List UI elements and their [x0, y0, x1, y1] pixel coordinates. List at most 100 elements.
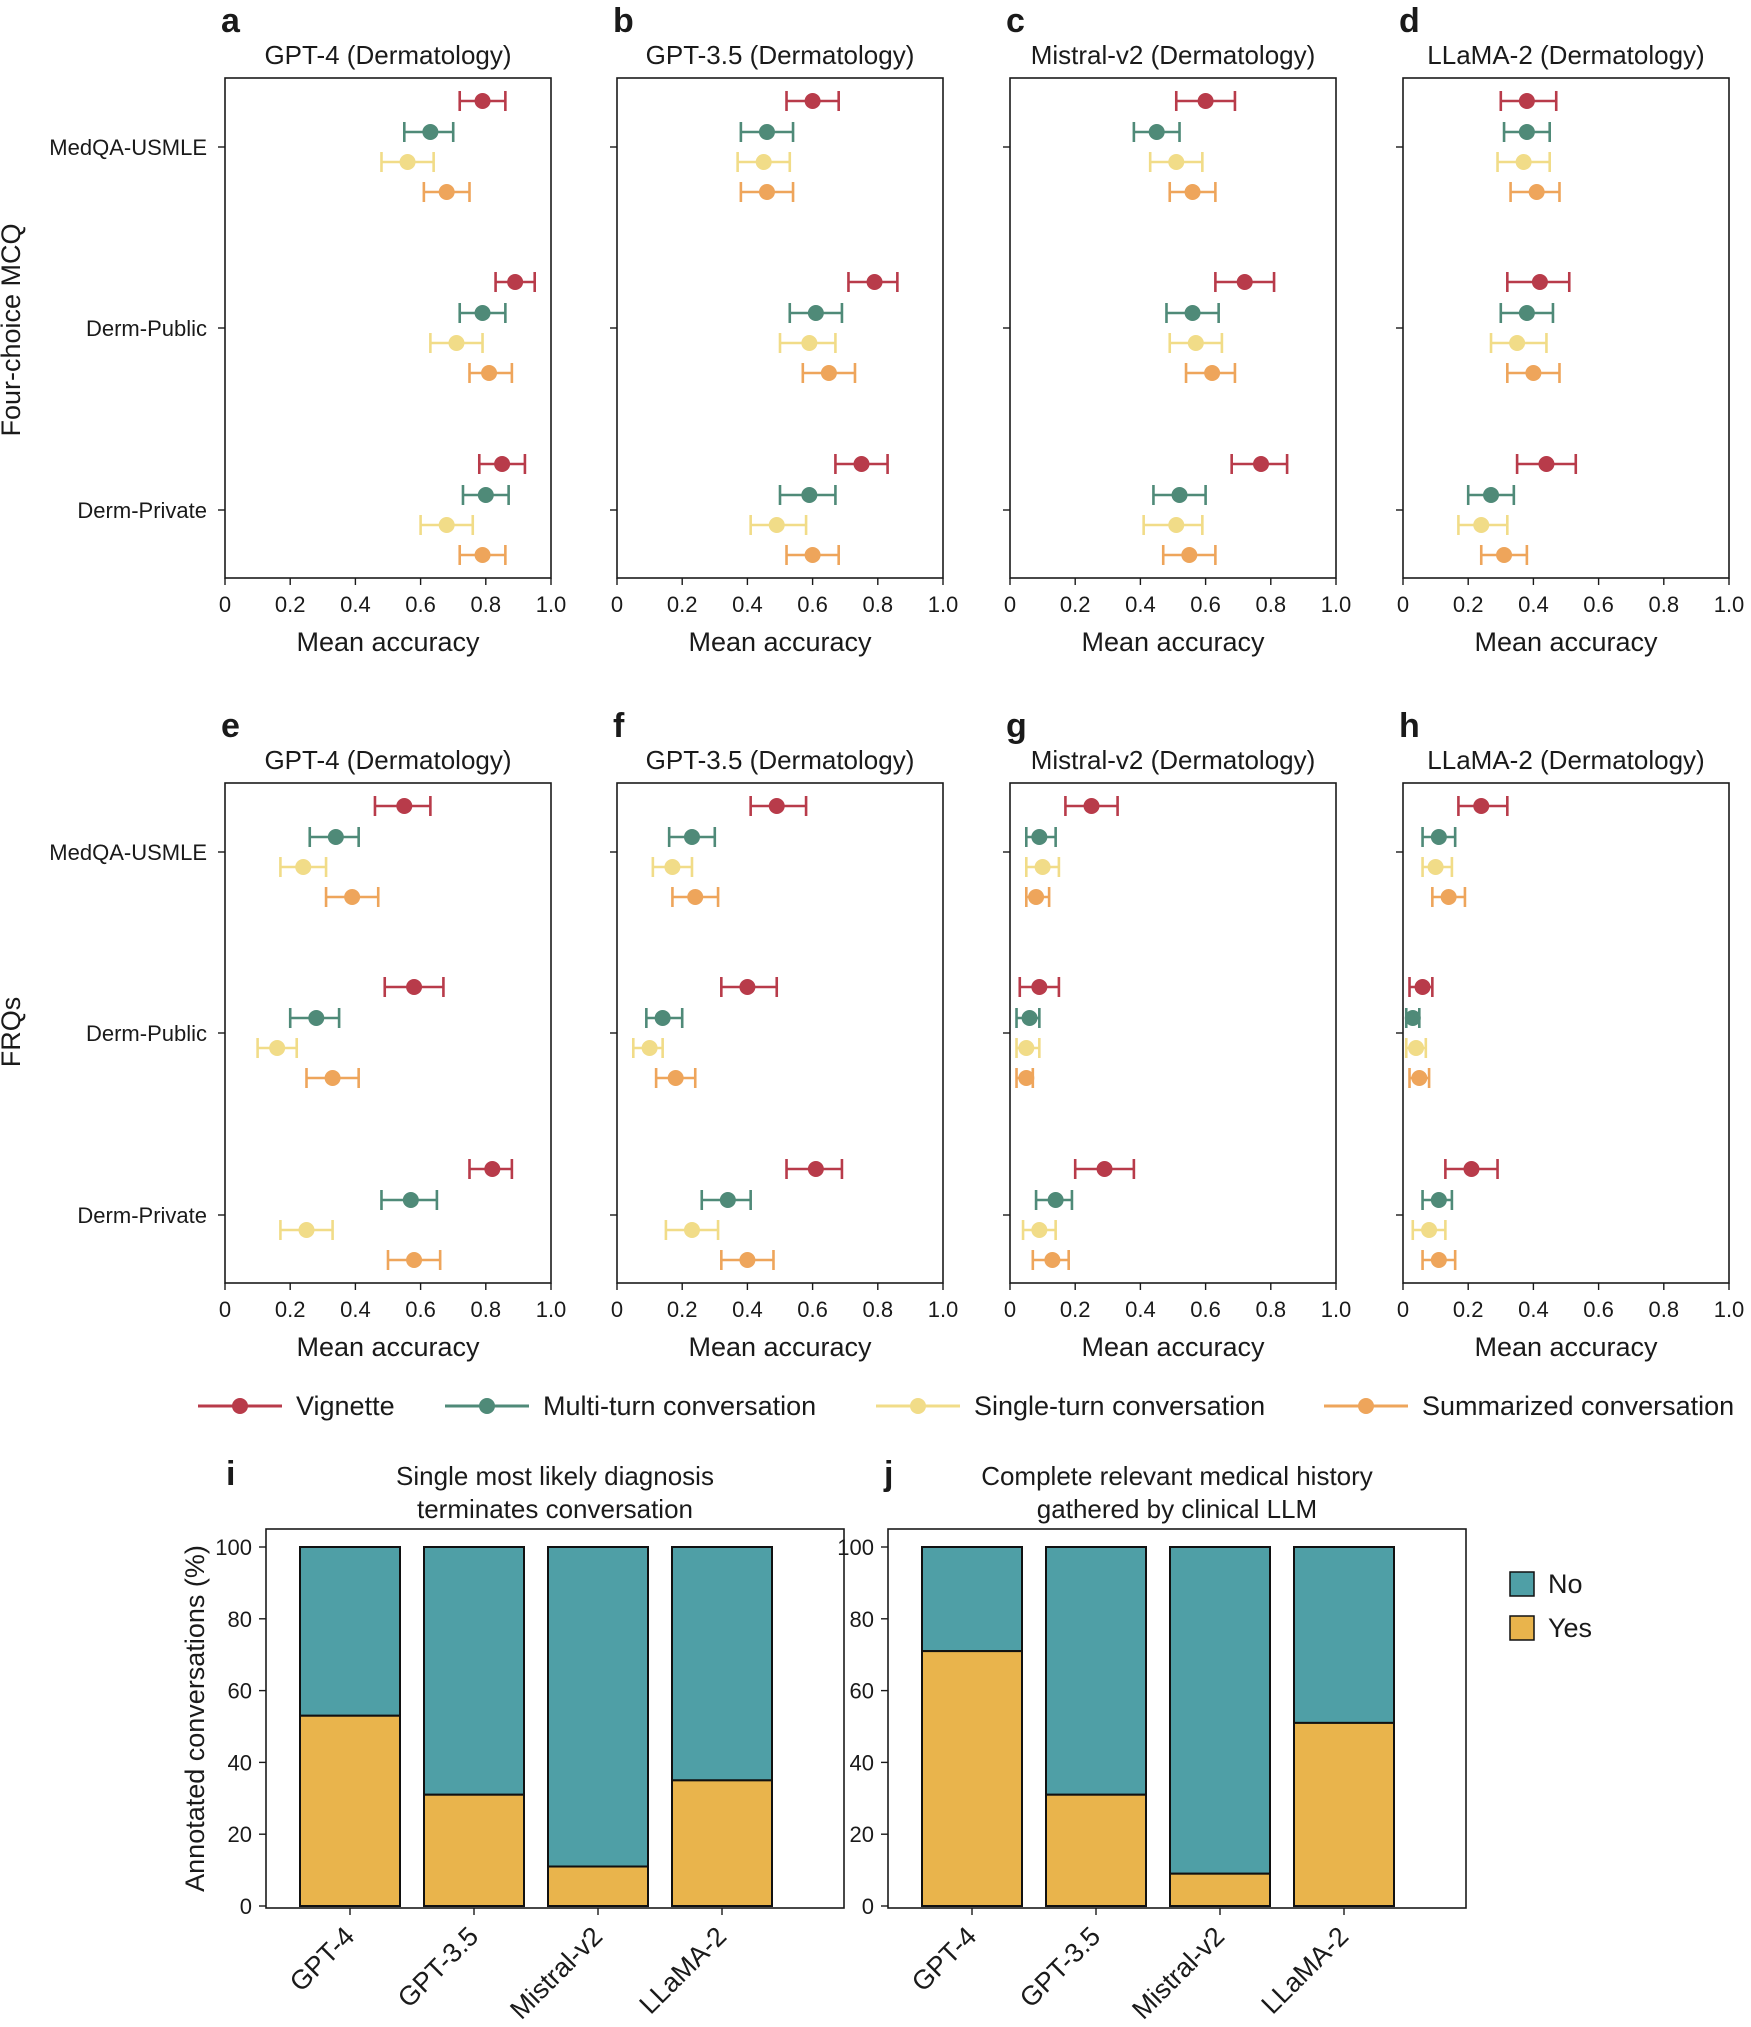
bar-llama-2	[671, 1546, 773, 1907]
bar-segment-no	[1293, 1546, 1395, 1724]
x-tick-label: 0.6	[405, 1297, 436, 1322]
bar-segment-no	[1169, 1546, 1271, 1875]
mean-marker	[1518, 124, 1535, 140]
mean-marker	[807, 305, 824, 321]
point-single-turn	[631, 1038, 664, 1058]
plot-frame	[1402, 77, 1730, 579]
x-tick-label: 0.4	[1518, 592, 1549, 617]
point-single-turn	[1148, 152, 1204, 172]
mean-marker	[1031, 829, 1048, 845]
mean-marker	[1253, 456, 1270, 472]
point-multi-turn	[645, 1008, 684, 1028]
bar-segment-no	[921, 1546, 1023, 1653]
mean-marker	[402, 1192, 419, 1208]
x-tick-label: 0.4	[340, 1297, 371, 1322]
x-tick-label: 0.4	[1125, 1297, 1156, 1322]
point-summarized	[305, 1068, 360, 1088]
x-axis-title: Mean accuracy	[1081, 1332, 1265, 1362]
point-multi-turn	[788, 303, 844, 323]
point-summarized	[801, 363, 857, 383]
y-tick-label: 100	[215, 1535, 252, 1560]
legend-marker	[910, 1398, 926, 1414]
point-single-turn	[1404, 1038, 1428, 1058]
mean-marker	[1184, 305, 1201, 321]
mean-marker	[1197, 93, 1214, 109]
mean-marker	[1538, 456, 1555, 472]
x-axis-title: Mean accuracy	[688, 1332, 872, 1362]
mean-marker	[1473, 517, 1490, 533]
x-tick-label: 0	[1397, 592, 1409, 617]
legend-label: Multi-turn conversation	[543, 1391, 816, 1421]
y-tick-label: Derm-Private	[77, 498, 207, 523]
point-vignette	[1444, 1159, 1499, 1179]
point-single-turn	[1142, 515, 1204, 535]
x-tick-label: 0	[611, 592, 623, 617]
x-tick-label: 0.2	[1453, 1297, 1484, 1322]
legend-item-single-turn: Single-turn conversation	[876, 1391, 1265, 1421]
x-tick-label: 0.8	[863, 1297, 894, 1322]
mean-marker	[474, 305, 491, 321]
point-summarized	[720, 1250, 775, 1270]
mean-marker	[344, 889, 361, 905]
point-multi-turn	[461, 485, 510, 505]
bar-segment-yes	[921, 1650, 1023, 1907]
mean-marker	[422, 124, 439, 140]
mean-marker	[801, 335, 818, 351]
point-vignette	[1174, 91, 1237, 111]
bar-legend: No Yes	[1509, 1569, 1592, 1643]
x-tick-label: 0.8	[1256, 592, 1287, 617]
y-tick-label: 20	[850, 1822, 874, 1847]
x-tick-label: 0.2	[275, 592, 306, 617]
mean-marker	[1518, 93, 1535, 109]
point-multi-turn	[1421, 827, 1457, 847]
y-tick-label: 20	[228, 1822, 252, 1847]
panel-title-line-2: gathered by clinical LLM	[1037, 1494, 1317, 1524]
point-summarized	[654, 1068, 697, 1088]
point-single-turn	[1489, 333, 1548, 353]
x-tick-label: 0.2	[1453, 592, 1484, 617]
legend-swatch	[1509, 1571, 1535, 1597]
x-axis-title: Mean accuracy	[296, 627, 480, 657]
point-single-turn	[279, 1220, 334, 1240]
point-vignette	[477, 454, 527, 474]
x-tick-label: 0.2	[667, 592, 698, 617]
mean-marker	[1168, 154, 1185, 170]
mean-marker	[739, 979, 756, 995]
mean-marker	[1096, 1161, 1113, 1177]
x-tick-label: 0.8	[1649, 592, 1680, 617]
point-vignette	[834, 454, 889, 474]
mean-marker	[1515, 154, 1532, 170]
x-tick-label: 0.4	[1518, 1297, 1549, 1322]
point-vignette	[720, 977, 779, 997]
point-multi-turn	[667, 827, 717, 847]
mean-marker	[1427, 859, 1444, 875]
x-tick-label: 0	[1004, 1297, 1016, 1322]
mean-marker	[1509, 335, 1526, 351]
point-summarized	[1431, 887, 1467, 907]
scatter-panels: a GPT-4 (Dermatology) MedQA-USMLE Derm-Publ…	[49, 2, 1744, 1362]
x-tick-label: LLaMA-2	[1256, 1921, 1355, 2020]
point-vignette	[1230, 454, 1289, 474]
row-axis-titles: Four-choice MCQ FRQs	[0, 223, 26, 1067]
point-vignette	[1515, 454, 1578, 474]
x-tick-label: 1.0	[536, 592, 567, 617]
row-title-frq: FRQs	[0, 997, 26, 1068]
legend-marker	[232, 1398, 248, 1414]
panel-letter: f	[613, 707, 625, 745]
y-tick-label: 100	[837, 1535, 874, 1560]
x-tick-label: GPT-4	[906, 1921, 982, 1997]
plot-frame	[265, 1528, 845, 1909]
point-vignette	[847, 272, 899, 292]
mean-marker	[406, 979, 423, 995]
point-single-turn	[736, 152, 792, 172]
mean-marker	[1414, 979, 1431, 995]
panel-title: GPT-4 (Dermatology)	[264, 40, 511, 70]
x-tick-label: 1.0	[928, 1297, 959, 1322]
bar-gpt-3.5	[423, 1546, 525, 1907]
x-tick-label: 0.6	[797, 1297, 828, 1322]
x-axis-title: Mean accuracy	[1081, 627, 1265, 657]
point-vignette	[1073, 1159, 1136, 1179]
x-tick-label: 0.8	[1256, 1297, 1287, 1322]
bar-segment-yes	[1169, 1872, 1271, 1907]
